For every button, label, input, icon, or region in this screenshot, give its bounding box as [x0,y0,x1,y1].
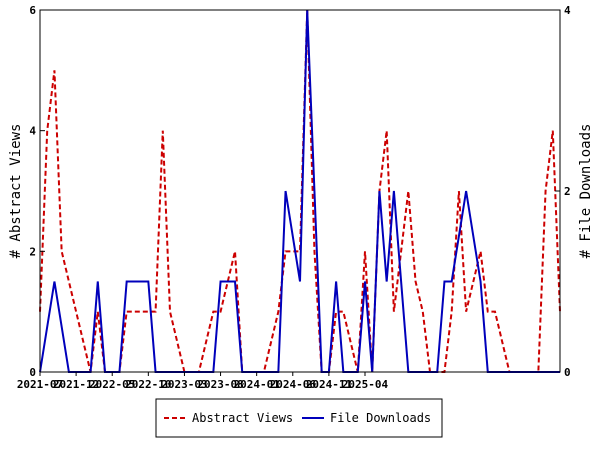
right-axis-title: # File Downloads [578,124,594,259]
series-line-abstract-views [39,9,561,373]
left-tick-label: 2 [29,245,36,258]
x-tick-label: 2022-10 [125,378,171,391]
right-tick-label: 2 [564,185,571,198]
x-tick-label: 2024-06 [270,378,317,391]
legend-box [155,398,443,438]
plot-background [40,10,560,372]
right-tick-label: 0 [564,366,571,379]
left-tick-label: 4 [29,125,36,138]
left-axis-title: # Abstract Views [8,124,24,259]
x-tick-label: 2021-12 [53,378,99,391]
series-line-file-downloads [39,9,560,373]
right-axis-ticks: 0 2 4 [555,4,571,379]
x-tick-label: 2022-05 [89,378,135,391]
legend: Abstract Views File Downloads [155,398,443,438]
series-layer [39,9,561,373]
left-tick-label: 0 [29,366,36,379]
x-tick-label: 2023-03 [161,378,207,391]
legend-label-abstract-views: Abstract Views [192,411,293,425]
x-tick-label: 2024-01 [233,378,280,391]
left-axis-ticks: 0 2 4 6 [29,4,45,379]
x-tick-label: 2025-04 [342,378,389,391]
right-tick-label: 4 [564,4,571,17]
left-tick-label: 6 [29,4,36,17]
x-tick-label: 2021-07 [17,378,63,391]
legend-label-file-downloads: File Downloads [330,411,431,425]
x-tick-label: 2023-08 [197,378,243,391]
x-tick-label: 2024-11 [306,378,353,391]
x-axis-ticks: 2021-072021-122022-052022-102023-032023-… [17,372,389,391]
